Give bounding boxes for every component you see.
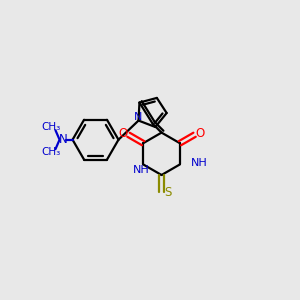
Text: N: N — [134, 112, 142, 122]
Text: O: O — [118, 128, 128, 140]
Text: N: N — [59, 133, 68, 146]
Text: CH₃: CH₃ — [42, 122, 61, 132]
Text: S: S — [164, 187, 172, 200]
Text: NH: NH — [133, 165, 149, 175]
Text: O: O — [195, 128, 205, 140]
Text: NH: NH — [190, 158, 207, 168]
Text: CH₃: CH₃ — [42, 147, 61, 157]
